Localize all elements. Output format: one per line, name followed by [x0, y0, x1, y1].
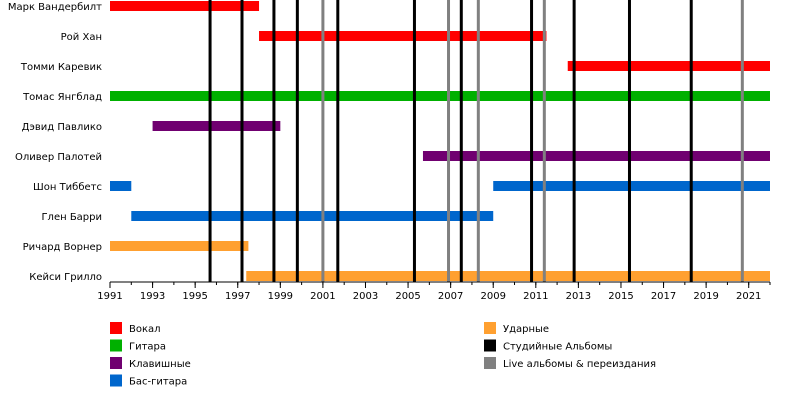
member-label-9: Кейси Грилло: [29, 272, 102, 283]
member-bar-8-0: [110, 241, 249, 251]
tick-label-9: 2009: [480, 291, 505, 302]
legend-swatch-4: [484, 322, 496, 334]
tick-label-4: 1999: [268, 291, 293, 302]
tick-label-5: 2001: [310, 291, 335, 302]
tick-label-14: 2019: [693, 291, 718, 302]
member-bar-5-0: [422, 151, 770, 161]
member-bar-0-0: [110, 1, 260, 11]
legend-label-4: Ударные: [503, 324, 549, 335]
legend-swatch-5: [484, 339, 496, 352]
tick-label-1: 1993: [140, 291, 165, 302]
legend-swatch-1: [110, 339, 122, 352]
member-bar-6-0: [110, 181, 132, 191]
member-label-1: Рой Хан: [61, 32, 102, 43]
legend-label-0: Вокал: [129, 324, 161, 335]
tick-label-8: 2007: [438, 291, 463, 302]
tick-label-6: 2003: [353, 291, 378, 302]
member-label-8: Ричард Ворнер: [23, 242, 102, 253]
legend-label-2: Клавишные: [129, 359, 191, 370]
legend-label-1: Гитара: [129, 342, 166, 353]
member-label-3: Томас Янгблад: [22, 92, 102, 103]
member-label-2: Томми Каревик: [20, 62, 102, 73]
member-label-0: Марк Вандербилт: [8, 2, 102, 13]
legend-label-5: Студийные Альбомы: [503, 342, 612, 353]
member-bar-2-0: [567, 61, 770, 71]
legend-swatch-6: [484, 357, 496, 369]
tick-label-7: 2005: [395, 291, 420, 302]
member-bar-1-0: [259, 31, 547, 41]
tick-label-2: 1995: [182, 291, 207, 302]
legend-swatch-3: [110, 374, 122, 387]
tick-label-0: 1991: [97, 291, 122, 302]
member-bar-4-0: [152, 121, 281, 131]
member-label-6: Шон Тиббетс: [33, 182, 102, 193]
member-bar-9-0: [246, 271, 771, 281]
member-bar-3-0: [110, 91, 770, 101]
member-label-7: Глен Барри: [41, 212, 102, 223]
legend-swatch-2: [110, 357, 122, 369]
member-label-4: Дэвид Павлико: [22, 122, 102, 133]
tick-label-3: 1997: [225, 291, 250, 302]
member-bar-6-1: [493, 181, 770, 191]
legend-label-3: Бас-гитара: [129, 377, 187, 388]
tick-label-10: 2011: [523, 291, 548, 302]
member-label-5: Оливер Палотей: [15, 152, 102, 163]
tick-label-15: 2021: [736, 291, 761, 302]
tick-label-13: 2017: [651, 291, 676, 302]
tick-label-12: 2015: [608, 291, 633, 302]
legend-label-6: Live альбомы & переиздания: [503, 359, 656, 370]
member-bar-7-0: [131, 211, 494, 221]
legend-swatch-0: [110, 322, 122, 334]
tick-label-11: 2013: [566, 291, 591, 302]
